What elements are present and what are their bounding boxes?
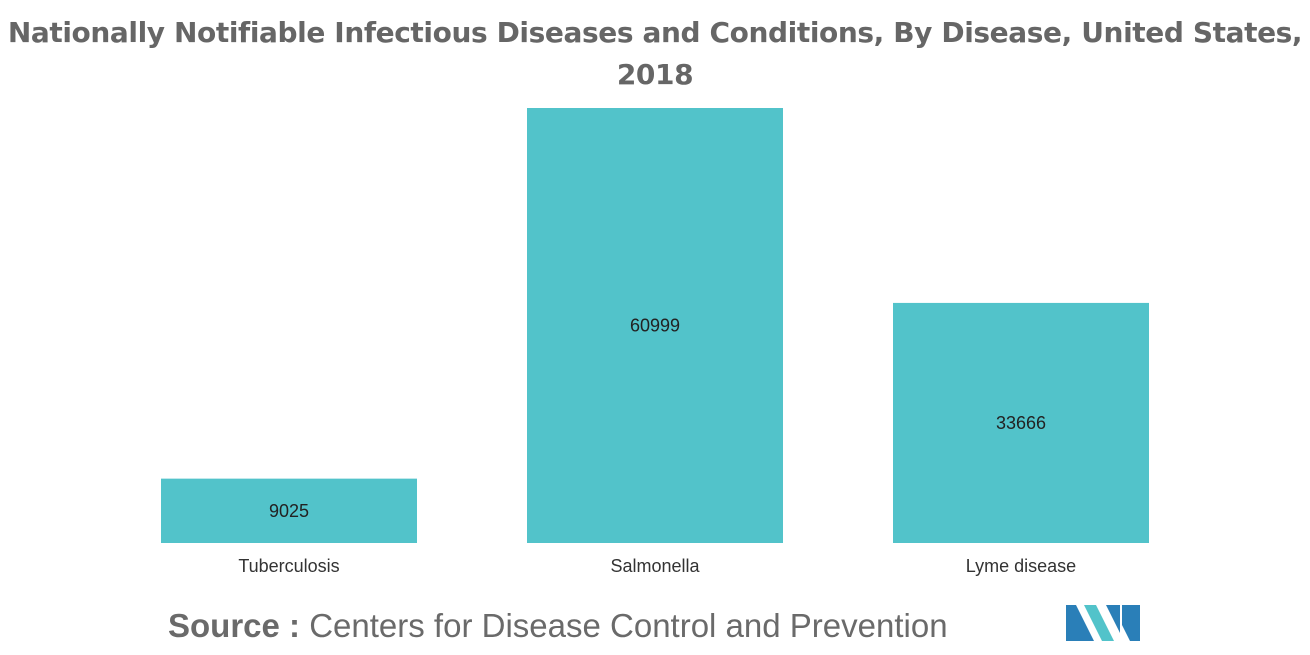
data-label-lyme-disease: 33666 xyxy=(996,413,1046,433)
chart-title-line-1: Nationally Notifiable Infectious Disease… xyxy=(7,16,1303,49)
chart-title: Nationally Notifiable Infectious Disease… xyxy=(0,12,1310,96)
x-tick-label-lyme-disease: Lyme disease xyxy=(966,556,1076,576)
bar-salmonella xyxy=(527,108,783,543)
mordor-intelligence-logo-icon xyxy=(1066,605,1140,641)
data-label-tuberculosis: 9025 xyxy=(269,501,309,521)
source-note: Source : Centers for Disease Control and… xyxy=(168,604,948,648)
logo-shape-left xyxy=(1066,605,1094,641)
bar-tuberculosis xyxy=(161,478,417,543)
data-label-salmonella: 60999 xyxy=(630,316,680,336)
bar-chart: 9025 Tuberculosis 60999 Salmonella 33666 Lyme… xyxy=(161,108,1149,576)
logo-shape-right-a xyxy=(1106,605,1120,633)
logo-shape-mid xyxy=(1084,605,1114,641)
logo-shape-right-b xyxy=(1122,605,1140,641)
bar-lyme-disease xyxy=(893,302,1149,543)
source-text: Centers for Disease Control and Preventi… xyxy=(309,607,948,644)
x-tick-label-salmonella: Salmonella xyxy=(610,556,700,576)
source-prefix: Source : xyxy=(168,607,301,644)
chart-title-line-2: 2018 xyxy=(616,58,694,91)
x-tick-label-tuberculosis: Tuberculosis xyxy=(238,556,339,576)
